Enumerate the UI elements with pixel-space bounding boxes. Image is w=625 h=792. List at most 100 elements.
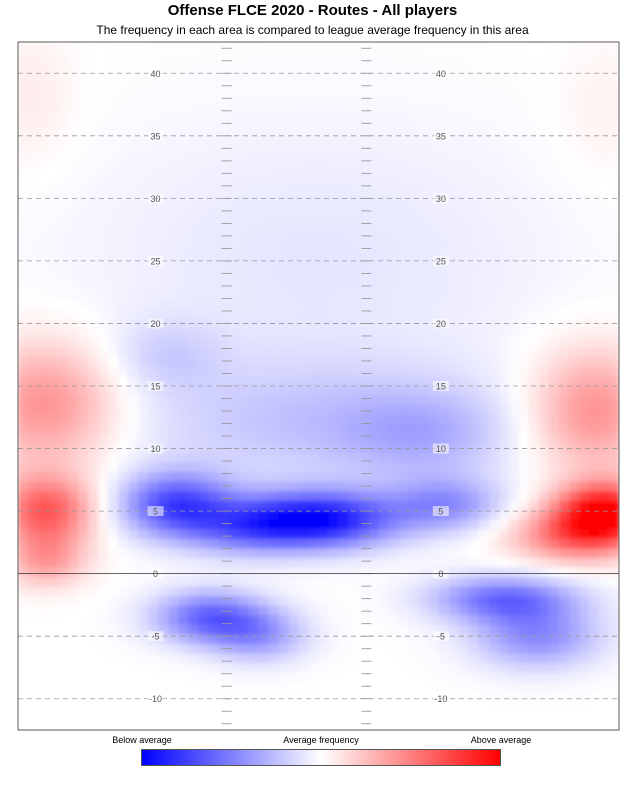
yard-number: 0 [153, 569, 158, 579]
heatmap-cell [378, 644, 390, 655]
heatmap-cell [278, 634, 290, 645]
heatmap-cell [178, 347, 189, 358]
heatmap-cell [518, 51, 530, 62]
heatmap-cell [288, 61, 300, 72]
heatmap-cell [548, 319, 560, 330]
heatmap-cell [478, 290, 490, 301]
heatmap-cell [268, 185, 280, 196]
heatmap-cell [138, 175, 149, 186]
heatmap-cell [408, 691, 420, 702]
heatmap-cell [448, 510, 460, 521]
heatmap-cell [548, 118, 560, 129]
heatmap-cell [48, 194, 59, 206]
heatmap-cell [38, 624, 49, 636]
yard-lines [18, 72, 619, 700]
heatmap-cell [568, 548, 580, 559]
heatmap-cell [78, 452, 89, 464]
heatmap-cell [358, 261, 370, 272]
heatmap-cell [428, 682, 440, 693]
heatmap-cell [588, 328, 600, 339]
heatmap-cell [238, 338, 249, 349]
heatmap-cell [18, 70, 29, 81]
heatmap-cell [18, 472, 29, 483]
heatmap-cell [268, 137, 280, 148]
heatmap-cell [288, 414, 300, 425]
heatmap-cell [498, 510, 510, 521]
heatmap-cell [578, 691, 590, 702]
heatmap-cell [118, 300, 129, 311]
heatmap-cell [498, 672, 510, 683]
heatmap-cell [608, 300, 619, 311]
heatmap-cell [118, 290, 129, 301]
legend-mid-label: Average frequency [283, 735, 359, 745]
heatmap-cell [98, 271, 109, 282]
heatmap-cell [18, 596, 29, 607]
heatmap-cell [528, 233, 540, 244]
heatmap-cell [328, 261, 340, 272]
heatmap-cell [388, 51, 400, 62]
heatmap-cell [38, 405, 49, 416]
heatmap-cell [128, 653, 139, 664]
heatmap-cell [88, 405, 99, 416]
heatmap-cell [508, 194, 520, 206]
heatmap-cell [328, 51, 340, 62]
heatmap-cell [28, 634, 39, 645]
heatmap-cell [68, 137, 79, 148]
heatmap-cell [548, 137, 560, 148]
heatmap-cell [58, 558, 69, 569]
heatmap-cell [608, 624, 619, 636]
heatmap-cell [328, 682, 340, 693]
heatmap-cell [608, 80, 619, 91]
heatmap-cell [298, 108, 310, 120]
heatmap-cell [568, 405, 580, 416]
heatmap-cell [78, 472, 89, 483]
heatmap-cell [78, 691, 89, 702]
heatmap-cell [18, 175, 29, 186]
heatmap-cell [228, 89, 239, 100]
heatmap-cell [338, 80, 350, 91]
heatmap-cell [418, 376, 430, 387]
heatmap-cell [308, 424, 320, 435]
heatmap-cell [418, 223, 430, 234]
heatmap-cell [208, 577, 219, 588]
heatmap-cell [478, 175, 490, 186]
heatmap-cell [268, 519, 280, 530]
heatmap-cell [258, 108, 270, 120]
heatmap-cell [128, 51, 139, 62]
heatmap-cell [568, 156, 580, 167]
heatmap-cell [358, 376, 370, 387]
heatmap-cell [508, 529, 520, 540]
heatmap-cell [338, 491, 350, 502]
heatmap-cell [238, 644, 249, 655]
heatmap-cell [358, 548, 370, 559]
heatmap-cell [348, 204, 360, 215]
heatmap-cell [88, 538, 99, 550]
heatmap-cell [88, 586, 99, 597]
heatmap-cell [478, 347, 490, 358]
heatmap-cell [578, 280, 590, 292]
heatmap-cell [188, 376, 199, 387]
heatmap-cell [448, 223, 460, 234]
heatmap-cell [18, 682, 29, 693]
heatmap-cell [438, 538, 450, 550]
heatmap-cell [418, 252, 430, 263]
heatmap-cell [598, 653, 610, 664]
heatmap-cell [128, 214, 139, 225]
heatmap-cell [408, 433, 420, 444]
heatmap-cell [418, 185, 430, 196]
heatmap-cell [308, 61, 320, 72]
heatmap-cell [498, 624, 510, 636]
heatmap-cell [458, 347, 470, 358]
heatmap-cell [328, 414, 340, 425]
heatmap-cell [348, 414, 360, 425]
heatmap-cell [358, 242, 370, 253]
heatmap-cell [128, 137, 139, 148]
heatmap-cell [48, 481, 59, 492]
heatmap-cell [88, 128, 99, 139]
heatmap-cell [128, 319, 139, 330]
heatmap-cell [148, 328, 159, 339]
heatmap-cell [168, 452, 179, 464]
heatmap-cell [198, 280, 209, 292]
heatmap-cell [478, 309, 490, 320]
heatmap-cell [198, 386, 209, 397]
